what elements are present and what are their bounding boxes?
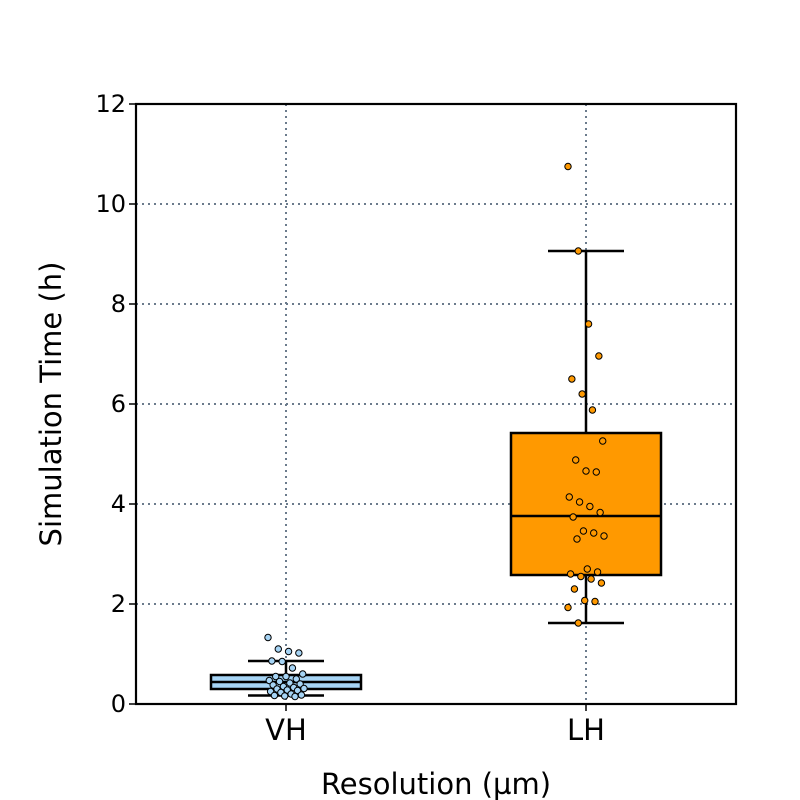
data-point [268, 657, 276, 665]
y-tick-label: 6 [111, 390, 126, 418]
data-point [295, 649, 303, 657]
data-point [284, 647, 293, 656]
data-point [593, 568, 602, 576]
data-point [575, 498, 584, 506]
data-point [570, 585, 579, 593]
data-point [564, 162, 572, 171]
y-tick-label: 12 [95, 90, 126, 118]
data-point [574, 619, 582, 627]
data-point [300, 684, 308, 693]
data-point [581, 596, 589, 605]
data-point [579, 527, 588, 535]
data-point [573, 535, 581, 543]
data-point [586, 502, 594, 511]
data-point [600, 532, 608, 540]
data-point [577, 572, 585, 581]
data-point [264, 633, 272, 642]
data-point [591, 597, 599, 606]
data-point [582, 467, 590, 475]
data-point [566, 570, 575, 578]
y-axis: 0 2 4 6 8 10 12 [95, 90, 136, 718]
y-tick-label: 4 [111, 490, 126, 518]
data-point [270, 691, 279, 700]
data-point [599, 437, 607, 445]
data-point [278, 657, 286, 666]
data-point [596, 508, 604, 517]
data-point [292, 675, 300, 683]
y-tick-label: 8 [111, 290, 126, 318]
data-point [569, 513, 577, 521]
data-point [565, 493, 573, 501]
y-tick-label: 10 [95, 190, 126, 218]
box-LH [509, 431, 663, 577]
data-point [564, 603, 572, 612]
data-point [578, 390, 586, 398]
grid-layer [136, 104, 736, 704]
y-tick-label: 0 [111, 690, 126, 718]
data-point [572, 456, 580, 464]
x-axis-title: Resolution (µm) [321, 767, 551, 800]
data-point [299, 670, 307, 678]
x-axis: VH LH [265, 704, 605, 747]
data-point [297, 691, 306, 699]
data-point [587, 575, 595, 583]
data-point [592, 468, 600, 476]
data-point [574, 247, 582, 255]
data-point [274, 645, 282, 653]
data-point [595, 352, 603, 360]
data-point [281, 692, 289, 700]
data-point [597, 579, 606, 587]
x-tick-label: LH [567, 713, 605, 747]
data-point [282, 672, 290, 681]
data-point [584, 320, 593, 328]
data-point [288, 664, 297, 672]
data-point [272, 672, 280, 681]
y-axis-title: Simulation Time (h) [34, 262, 68, 547]
data-point [590, 529, 598, 537]
data-point [588, 406, 597, 414]
data-point [568, 375, 576, 383]
data-point [291, 692, 299, 701]
data-point [275, 677, 284, 686]
x-tick-label: VH [265, 713, 307, 747]
y-tick-label: 2 [111, 590, 126, 618]
data-point [583, 565, 591, 573]
point-layer [264, 162, 608, 701]
